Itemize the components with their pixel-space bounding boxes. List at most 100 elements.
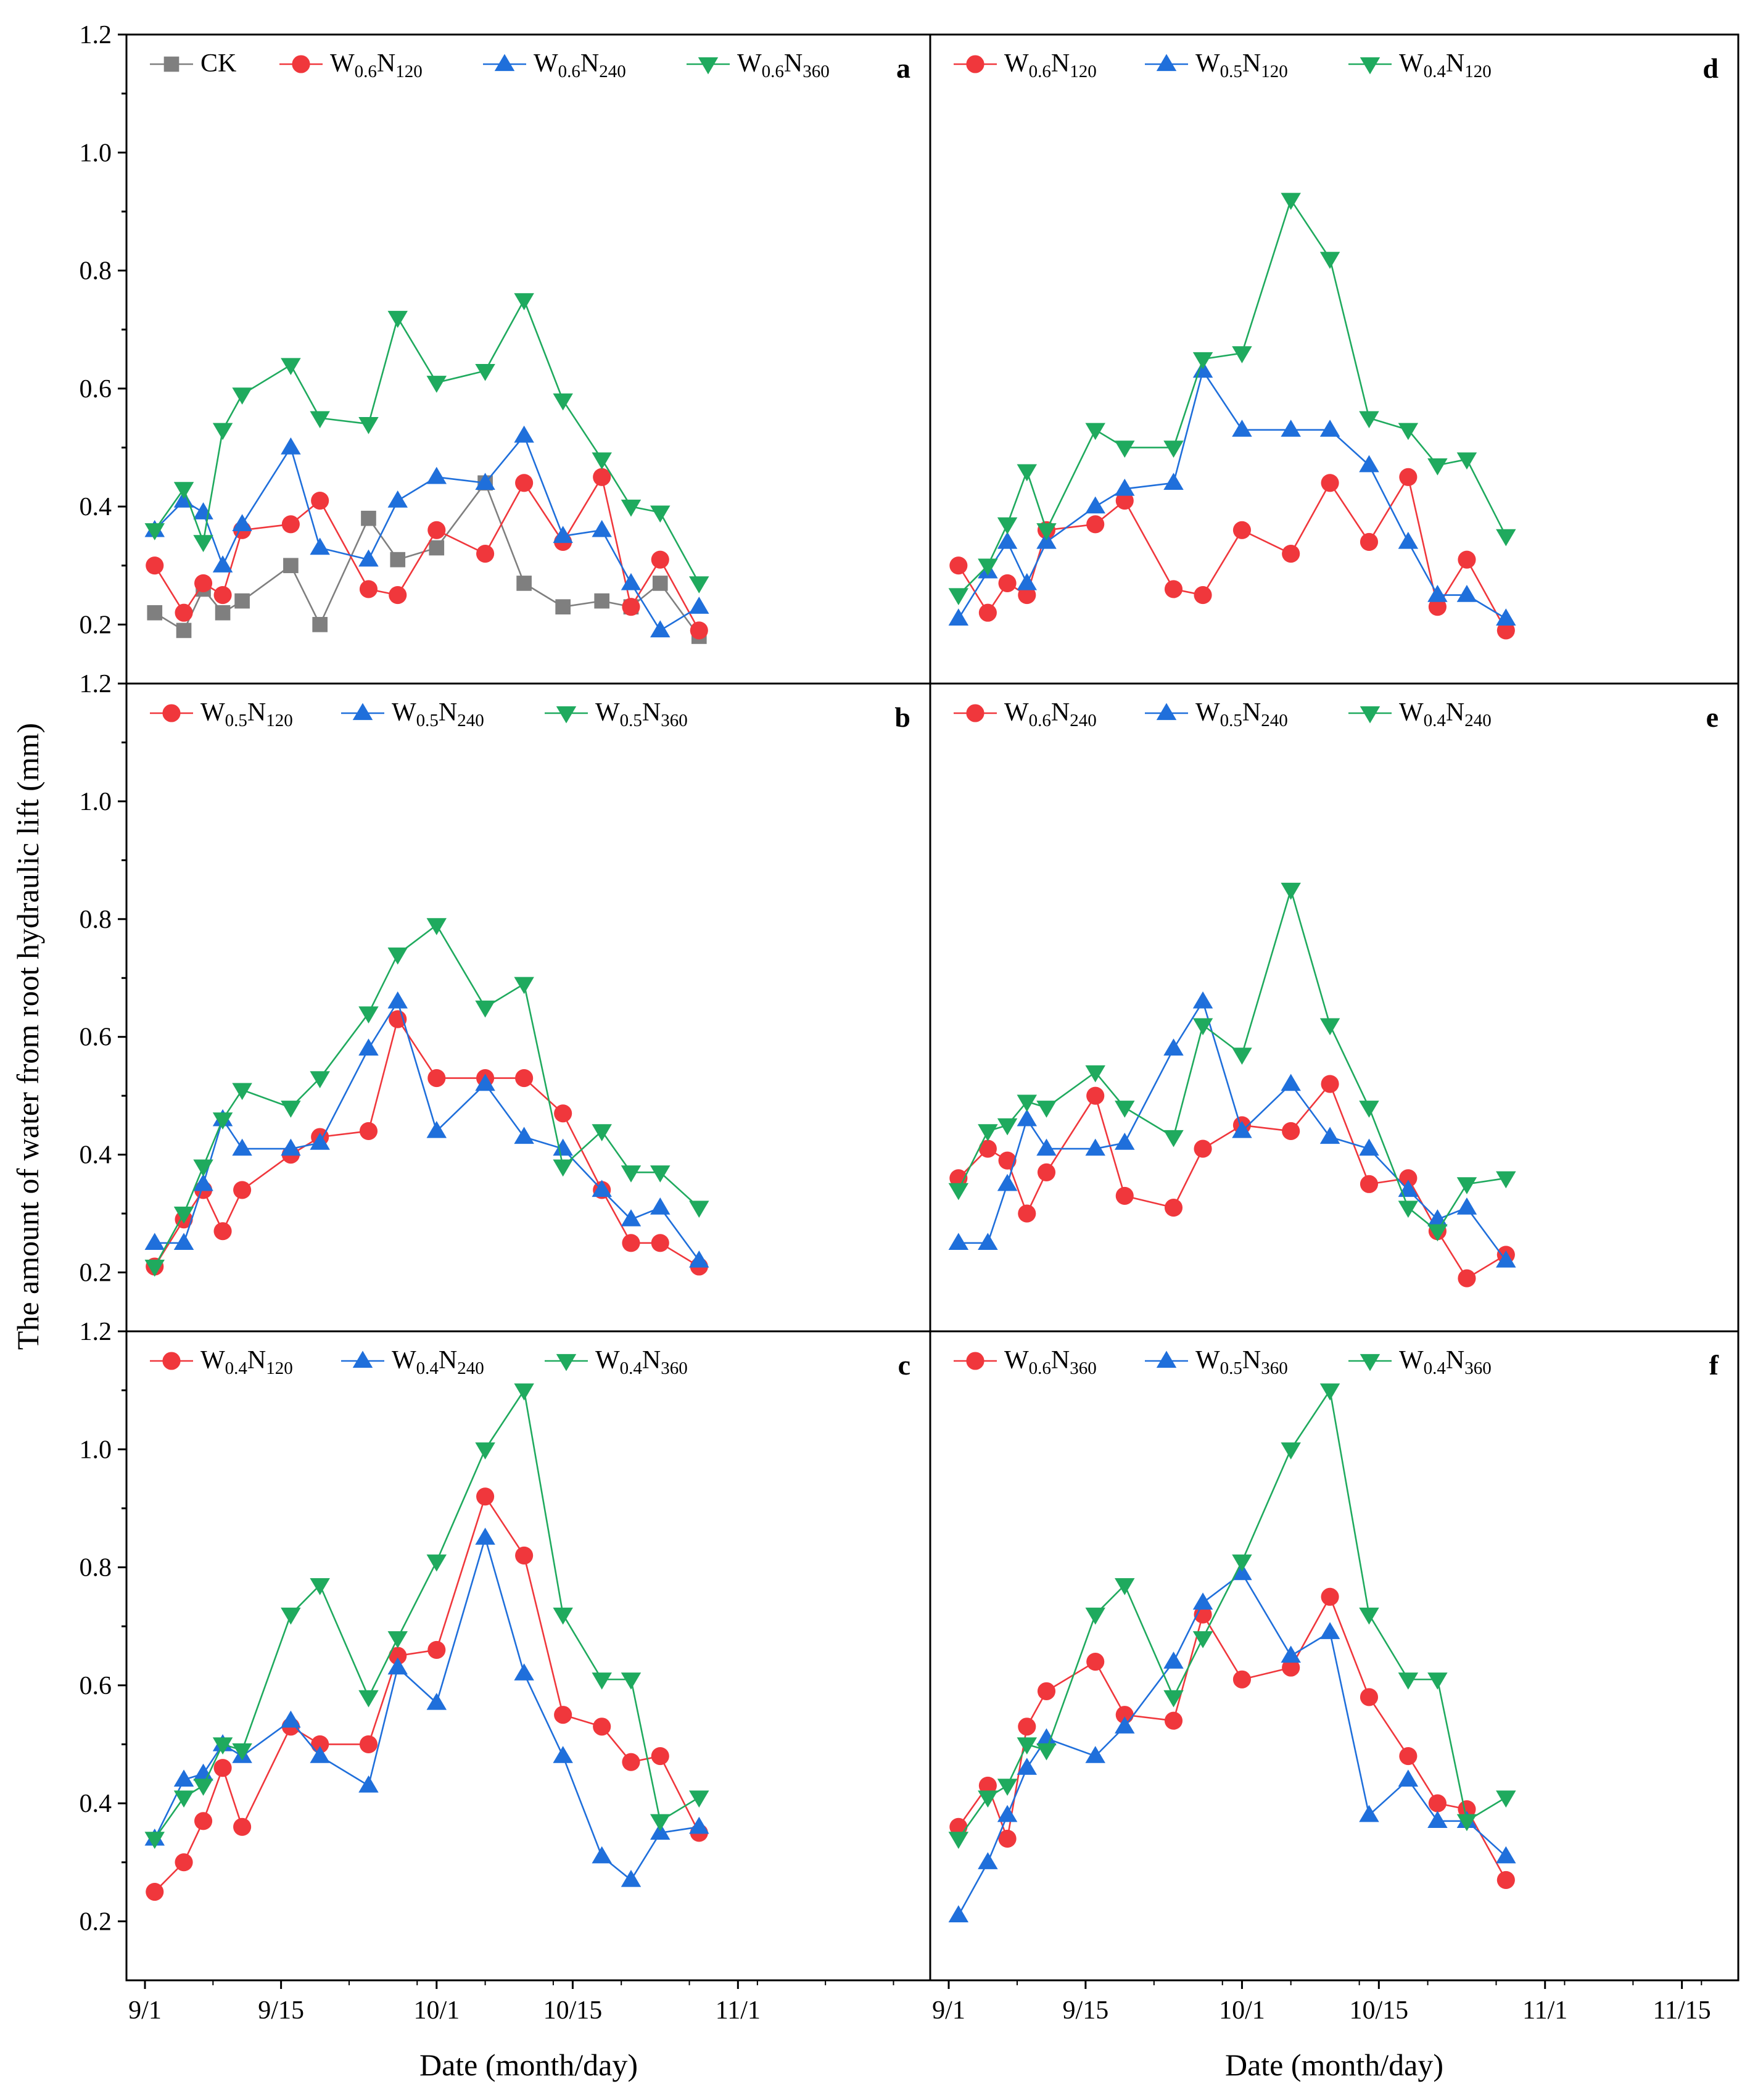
panel-letter: b (894, 701, 910, 733)
legend-marker (1360, 57, 1381, 75)
panel-f: 9/1 9/15 10/1 10/15 11/1 11/15 f W0.6N360 W0.5N3… (929, 1330, 1740, 2025)
data-point (997, 1118, 1018, 1136)
data-point (651, 550, 669, 569)
legend-label: W0.4N120 (1399, 49, 1492, 81)
data-point (173, 482, 194, 499)
series-W0.5N240 (144, 991, 709, 1268)
series-W0.4N240 (948, 882, 1516, 1242)
data-point (621, 499, 642, 517)
data-point (592, 1180, 612, 1197)
data-point (281, 515, 300, 534)
data-point (144, 1233, 165, 1250)
data-point (310, 1133, 330, 1150)
y-tick-label: 1.2 (80, 670, 112, 698)
data-point (1399, 468, 1418, 486)
legend-label: W0.4N120 (200, 1346, 293, 1378)
legend-marker (494, 54, 515, 72)
panel-e: e W0.6N240 W0.5N240 W0.4N240 (929, 682, 1740, 1333)
x-tick-label: 11/15 (1653, 1996, 1711, 2025)
data-point (949, 556, 968, 575)
data-point (1232, 521, 1252, 539)
data-point (1359, 1804, 1379, 1822)
data-point (978, 1852, 998, 1869)
data-point (387, 991, 408, 1009)
data-point (554, 1104, 572, 1123)
data-point (1458, 550, 1476, 569)
data-point (1456, 1814, 1477, 1832)
data-point (948, 1832, 969, 1849)
series-W0.5N240 (948, 991, 1516, 1268)
data-point (1359, 411, 1379, 429)
data-point (146, 556, 164, 575)
data-point (554, 1706, 572, 1724)
data-point (1192, 1631, 1213, 1648)
x-tick-label: 9/1 (128, 1996, 162, 2025)
data-point (1360, 532, 1379, 552)
data-point (175, 1853, 193, 1872)
data-point (1036, 1728, 1057, 1746)
data-point (1115, 1133, 1135, 1150)
data-point (1496, 1846, 1516, 1864)
data-point (592, 1124, 612, 1141)
data-point (213, 1759, 232, 1777)
data-point (690, 621, 708, 640)
data-point (475, 363, 495, 381)
data-point (233, 1181, 252, 1199)
legend-label: W0.6N120 (1004, 49, 1097, 81)
legend-marker (163, 56, 180, 72)
data-point (387, 947, 408, 965)
legend-label: W0.6N120 (330, 49, 423, 81)
data-point (1036, 523, 1057, 540)
data-point (948, 1183, 969, 1201)
data-point (1018, 585, 1036, 605)
data-point (1085, 496, 1105, 514)
data-point (212, 1737, 233, 1755)
data-point (193, 535, 213, 552)
data-point (1163, 1690, 1184, 1708)
data-point (173, 1206, 194, 1224)
data-point (998, 1829, 1017, 1848)
legend-marker (1360, 1354, 1381, 1371)
data-point (1192, 991, 1213, 1009)
y-tick-label: 1.2 (80, 21, 112, 49)
data-point (1398, 1672, 1419, 1690)
data-point (426, 1554, 447, 1572)
data-point (1456, 585, 1477, 602)
data-point (310, 1578, 330, 1595)
legend-marker (292, 55, 310, 73)
data-point (1036, 1101, 1057, 1118)
data-point (213, 585, 232, 605)
data-point (593, 468, 611, 486)
data-point (194, 574, 213, 592)
data-point (1163, 1651, 1184, 1669)
data-point (978, 1790, 998, 1808)
data-point (144, 1832, 165, 1849)
data-point (948, 1905, 969, 1922)
data-point (281, 1101, 301, 1118)
data-point (1017, 1109, 1038, 1126)
data-point (1164, 1711, 1183, 1730)
data-point (173, 1233, 194, 1250)
series-W0.6N360 (949, 1587, 1515, 1889)
data-point (1232, 1670, 1252, 1689)
legend-item: W0.4N360 (545, 1346, 688, 1378)
data-point (1018, 1718, 1036, 1736)
legend-item: W0.4N120 (150, 1346, 293, 1378)
series-W0.4N120 (948, 192, 1516, 606)
data-point (1321, 1075, 1339, 1093)
data-point (1017, 1758, 1038, 1775)
data-point (1398, 423, 1419, 440)
legend-item: W0.5N360 (1145, 1346, 1288, 1378)
data-point (358, 417, 379, 434)
data-point (1399, 1747, 1418, 1766)
data-point (146, 1882, 164, 1901)
data-point (1115, 478, 1135, 496)
data-point (1398, 1180, 1419, 1197)
legend-item: W0.6N240 (483, 49, 626, 81)
data-point (1192, 352, 1213, 370)
data-point (1282, 545, 1300, 563)
data-point (515, 1069, 534, 1088)
legend-marker (162, 1352, 181, 1370)
data-point (997, 517, 1018, 535)
data-point (1037, 1163, 1056, 1181)
